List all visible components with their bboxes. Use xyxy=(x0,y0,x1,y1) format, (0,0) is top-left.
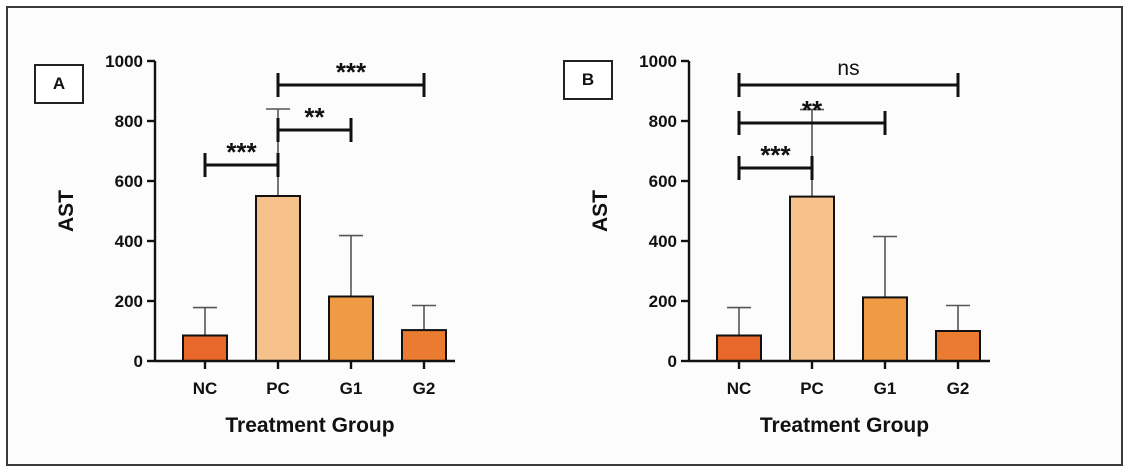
chart-b-sig-nc-pc-label: *** xyxy=(760,140,791,170)
chart-b-y-tick-label-1000: 1000 xyxy=(639,52,677,71)
chart-b-y-tick-label-400: 400 xyxy=(649,232,677,251)
chart-b-y-tick-label-200: 200 xyxy=(649,292,677,311)
chart-a-x-tick-label-nc: NC xyxy=(193,379,218,398)
chart-b-y-axis-title: AST xyxy=(589,190,612,232)
chart-b-sig-nc-g2-label: ns xyxy=(837,57,859,80)
panel-label-a-text: A xyxy=(52,74,66,93)
chart-b-y-tick-label-0: 0 xyxy=(668,352,677,371)
chart-a-y-tick-label-1000: 1000 xyxy=(105,52,143,71)
chart-a-y-tick-label-400: 400 xyxy=(115,232,143,251)
chart-a-sig-nc-pc-label: *** xyxy=(226,137,257,167)
chart-b-x-tick-label-nc: NC xyxy=(727,379,752,398)
panel-label-a: A xyxy=(34,64,84,104)
chart-a-y-tick-label-600: 600 xyxy=(115,172,143,191)
chart-a-y-axis-title: AST xyxy=(55,190,78,232)
chart-a-x-tick-label-g2: G2 xyxy=(413,379,436,398)
chart-a-y-tick-label-800: 800 xyxy=(115,112,143,131)
chart-b-y-tick-label-600: 600 xyxy=(649,172,677,191)
chart-a-bar-nc xyxy=(182,334,228,362)
chart-b-x-axis-title: Treatment Group xyxy=(760,414,929,437)
chart-a-x-tick-label-g1: G1 xyxy=(340,379,363,398)
chart-b-y-tick-label-800: 800 xyxy=(649,112,677,131)
chart-b-bar-g1 xyxy=(862,296,908,362)
chart-panel-b: 0 200 400 600 800 1000 NC PC G1 G2 AST Treatment Gr… xyxy=(589,52,990,437)
chart-b-x-tick-label-pc: PC xyxy=(800,379,824,398)
chart-a-sig-pc-g1-label: ** xyxy=(304,102,325,132)
panel-label-b-text: B xyxy=(581,70,595,89)
chart-b-bar-pc xyxy=(789,195,835,362)
panel-label-b: B xyxy=(563,60,613,100)
chart-a-x-tick-label-pc: PC xyxy=(266,379,290,398)
chart-a-y-tick-label-0: 0 xyxy=(134,352,143,371)
chart-b-x-tick-label-g2: G2 xyxy=(947,379,970,398)
chart-b-x-tick-label-g1: G1 xyxy=(874,379,897,398)
chart-a-bar-pc xyxy=(255,195,301,362)
chart-b-bar-g2 xyxy=(935,330,981,362)
chart-b-bar-nc xyxy=(716,334,762,362)
chart-b-sig-nc-g1-label: ** xyxy=(802,95,823,125)
chart-a-y-tick-label-200: 200 xyxy=(115,292,143,311)
chart-a-bar-g1 xyxy=(328,295,374,362)
chart-panel-a: 0 200 400 600 800 1000 NC PC G1 G2 AST Treatment Gr… xyxy=(55,52,455,437)
chart-a-bar-g2 xyxy=(401,329,447,363)
chart-a-sig-pc-g2-label: *** xyxy=(336,57,367,87)
chart-a-x-axis-title: Treatment Group xyxy=(225,414,394,437)
